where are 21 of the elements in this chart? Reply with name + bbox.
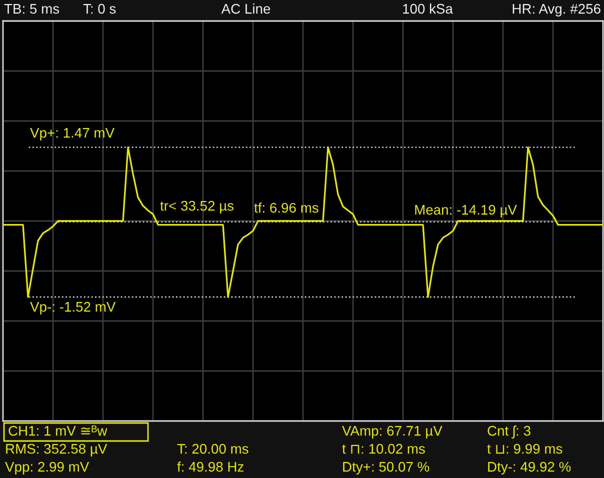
text: T: 20.00 ms (177, 444, 248, 454)
text: f: 49.98 Hz (177, 462, 244, 472)
annotation: Mean: -14.19 µV (415, 204, 517, 218)
text: Cnt ʃ: 3 (488, 426, 530, 438)
text: Vp-: -1.52 mV (30, 302, 116, 314)
text: Vp+: 1.47 mV (30, 128, 114, 140)
text: VAmp: 67.71 µV (342, 426, 442, 438)
text: Dty-: 49.92 % (488, 462, 571, 474)
text: HR: Avg. #256 (512, 4, 600, 16)
text: t ⊔: 9.99 ms (487, 444, 562, 454)
text: TB: 5 ms (4, 4, 60, 14)
text: 100 kSa (403, 4, 453, 14)
text: Vpp: 2.99 mV (5, 462, 90, 474)
annotation: tf: 6.96 ms (254, 202, 318, 213)
text: t ⊓: 10.02 ms (342, 444, 425, 454)
text: Dty+: 50.07 % (343, 462, 430, 474)
text: T: 0 s (83, 4, 116, 14)
text: CH1: 1 mV ≅ᴮw (8, 426, 108, 436)
annotation: tr< 33.52 µs (160, 200, 234, 214)
text: RMS: 352.58 µV (6, 444, 108, 456)
text: AC Line (221, 4, 270, 14)
